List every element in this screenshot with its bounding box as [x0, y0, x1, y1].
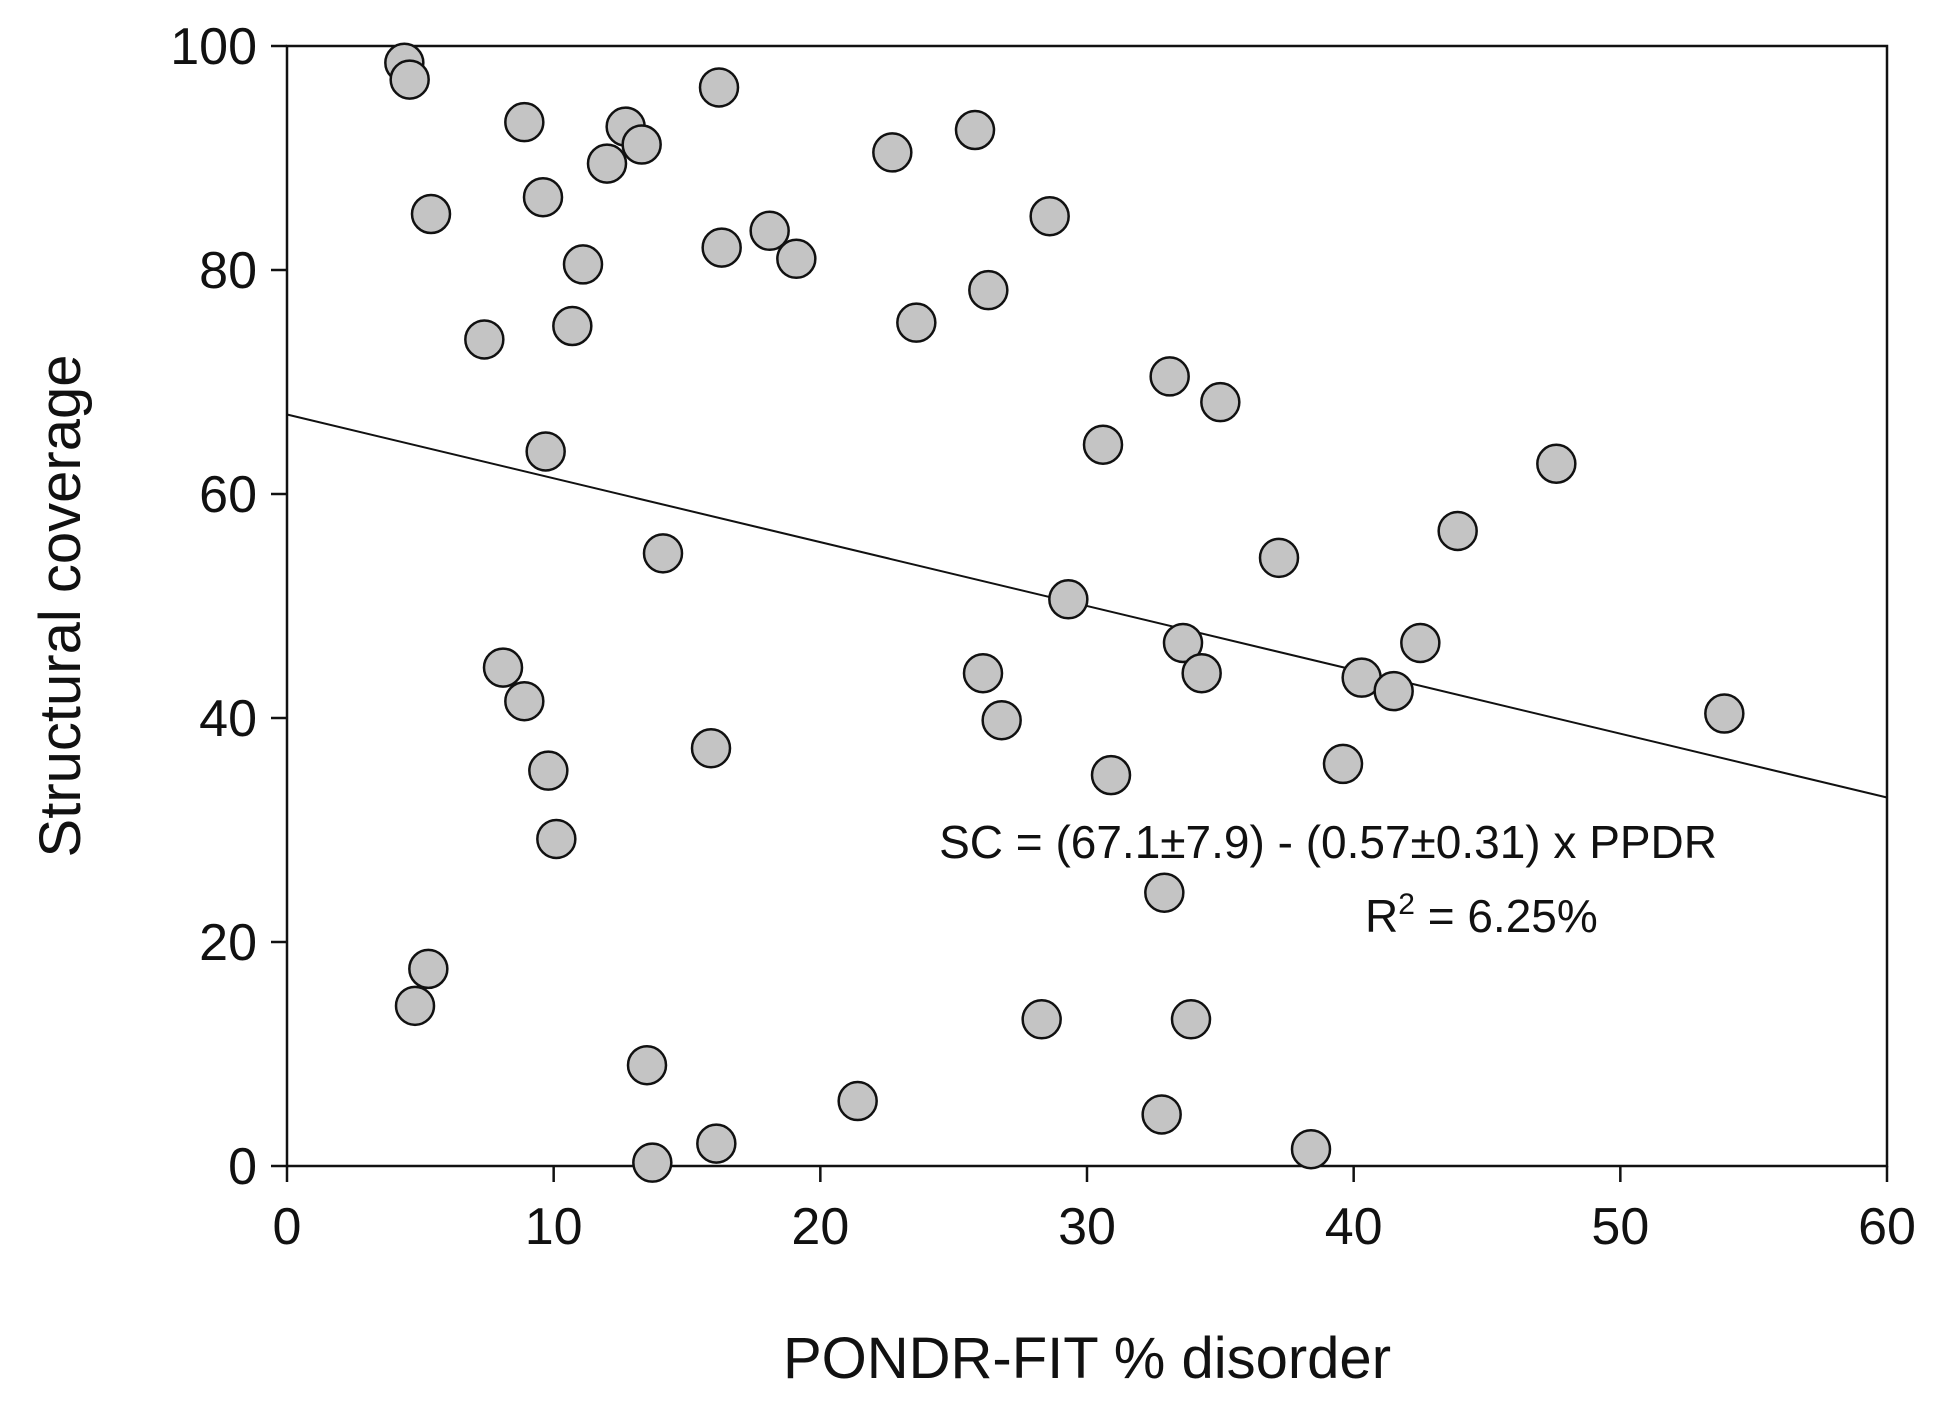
data-point: [525, 431, 566, 472]
y-tick-label: 0: [228, 1138, 257, 1196]
x-tick-label: 30: [1058, 1198, 1116, 1256]
data-point: [1373, 670, 1414, 712]
r-squared-symbol: R: [1365, 890, 1398, 942]
data-point: [394, 985, 436, 1027]
data-points: [384, 42, 1745, 1183]
x-tick-label: 60: [1858, 1198, 1916, 1256]
data-point: [1290, 1128, 1332, 1170]
data-point: [1090, 754, 1132, 796]
x-tick-label: 20: [791, 1198, 849, 1256]
data-point: [504, 680, 545, 722]
data-point: [1141, 1094, 1182, 1135]
data-point: [626, 1044, 668, 1086]
data-point: [1322, 743, 1364, 785]
data-point: [1021, 999, 1062, 1040]
data-point: [410, 193, 452, 235]
data-point: [1400, 622, 1441, 664]
data-point: [696, 1123, 737, 1164]
data-point: [1704, 693, 1745, 734]
data-point: [872, 132, 913, 173]
x-tick-label: 40: [1325, 1198, 1383, 1256]
data-point: [962, 652, 1004, 694]
data-point: [954, 109, 996, 151]
data-point: [698, 67, 740, 108]
data-point: [776, 238, 817, 280]
data-point: [749, 210, 790, 252]
data-point: [621, 124, 662, 165]
y-tick-label: 60: [199, 466, 257, 524]
data-point: [408, 948, 449, 990]
data-point: [632, 1142, 673, 1183]
data-point: [1029, 195, 1070, 237]
data-point: [562, 244, 604, 285]
y-tick-label: 20: [199, 914, 257, 972]
data-point: [642, 533, 684, 574]
data-point: [536, 818, 577, 860]
data-point: [1437, 510, 1478, 552]
data-point: [1048, 579, 1089, 620]
data-point: [504, 101, 545, 143]
data-point: [1170, 999, 1212, 1040]
data-point: [896, 302, 937, 343]
data-point: [482, 647, 524, 688]
x-axis-title: PONDR-FIT % disorder: [783, 1326, 1391, 1391]
y-axis-title: Structural coverage: [28, 355, 93, 858]
data-point: [1181, 652, 1222, 694]
x-tick-label: 0: [273, 1198, 302, 1256]
data-point: [968, 269, 1009, 311]
data-point: [552, 305, 593, 347]
data-point: [701, 227, 742, 268]
data-point: [528, 750, 569, 791]
data-point: [1258, 537, 1300, 579]
data-point: [837, 1080, 878, 1122]
data-point: [690, 727, 732, 769]
data-point: [389, 59, 430, 100]
x-tick-label: 50: [1591, 1198, 1649, 1256]
r-squared-value: = 6.25%: [1415, 890, 1598, 942]
regression-equation: SC = (67.1±7.9) - (0.57±0.31) x PPDR: [939, 816, 1717, 868]
y-tick-label: 80: [199, 242, 257, 300]
data-point: [981, 699, 1022, 741]
axis-ticks: [271, 44, 1889, 1182]
axis-tick-labels: 0 10 20 30 40 50 60 0 20 40 60 80 100: [170, 18, 1916, 1256]
r-squared-superscript: 2: [1398, 888, 1415, 921]
r-squared-label: R2 = 6.25%: [1365, 888, 1598, 942]
y-tick-label: 40: [199, 690, 257, 748]
data-point: [1200, 381, 1241, 423]
x-tick-label: 10: [525, 1198, 583, 1256]
data-point: [464, 319, 505, 360]
data-point: [586, 143, 628, 184]
data-point: [1144, 872, 1185, 913]
data-point: [1162, 622, 1204, 664]
data-point: [522, 176, 564, 218]
data-point: [1536, 443, 1577, 485]
y-tick-label: 100: [170, 18, 257, 76]
data-point: [1149, 356, 1190, 397]
data-point: [1082, 424, 1124, 465]
